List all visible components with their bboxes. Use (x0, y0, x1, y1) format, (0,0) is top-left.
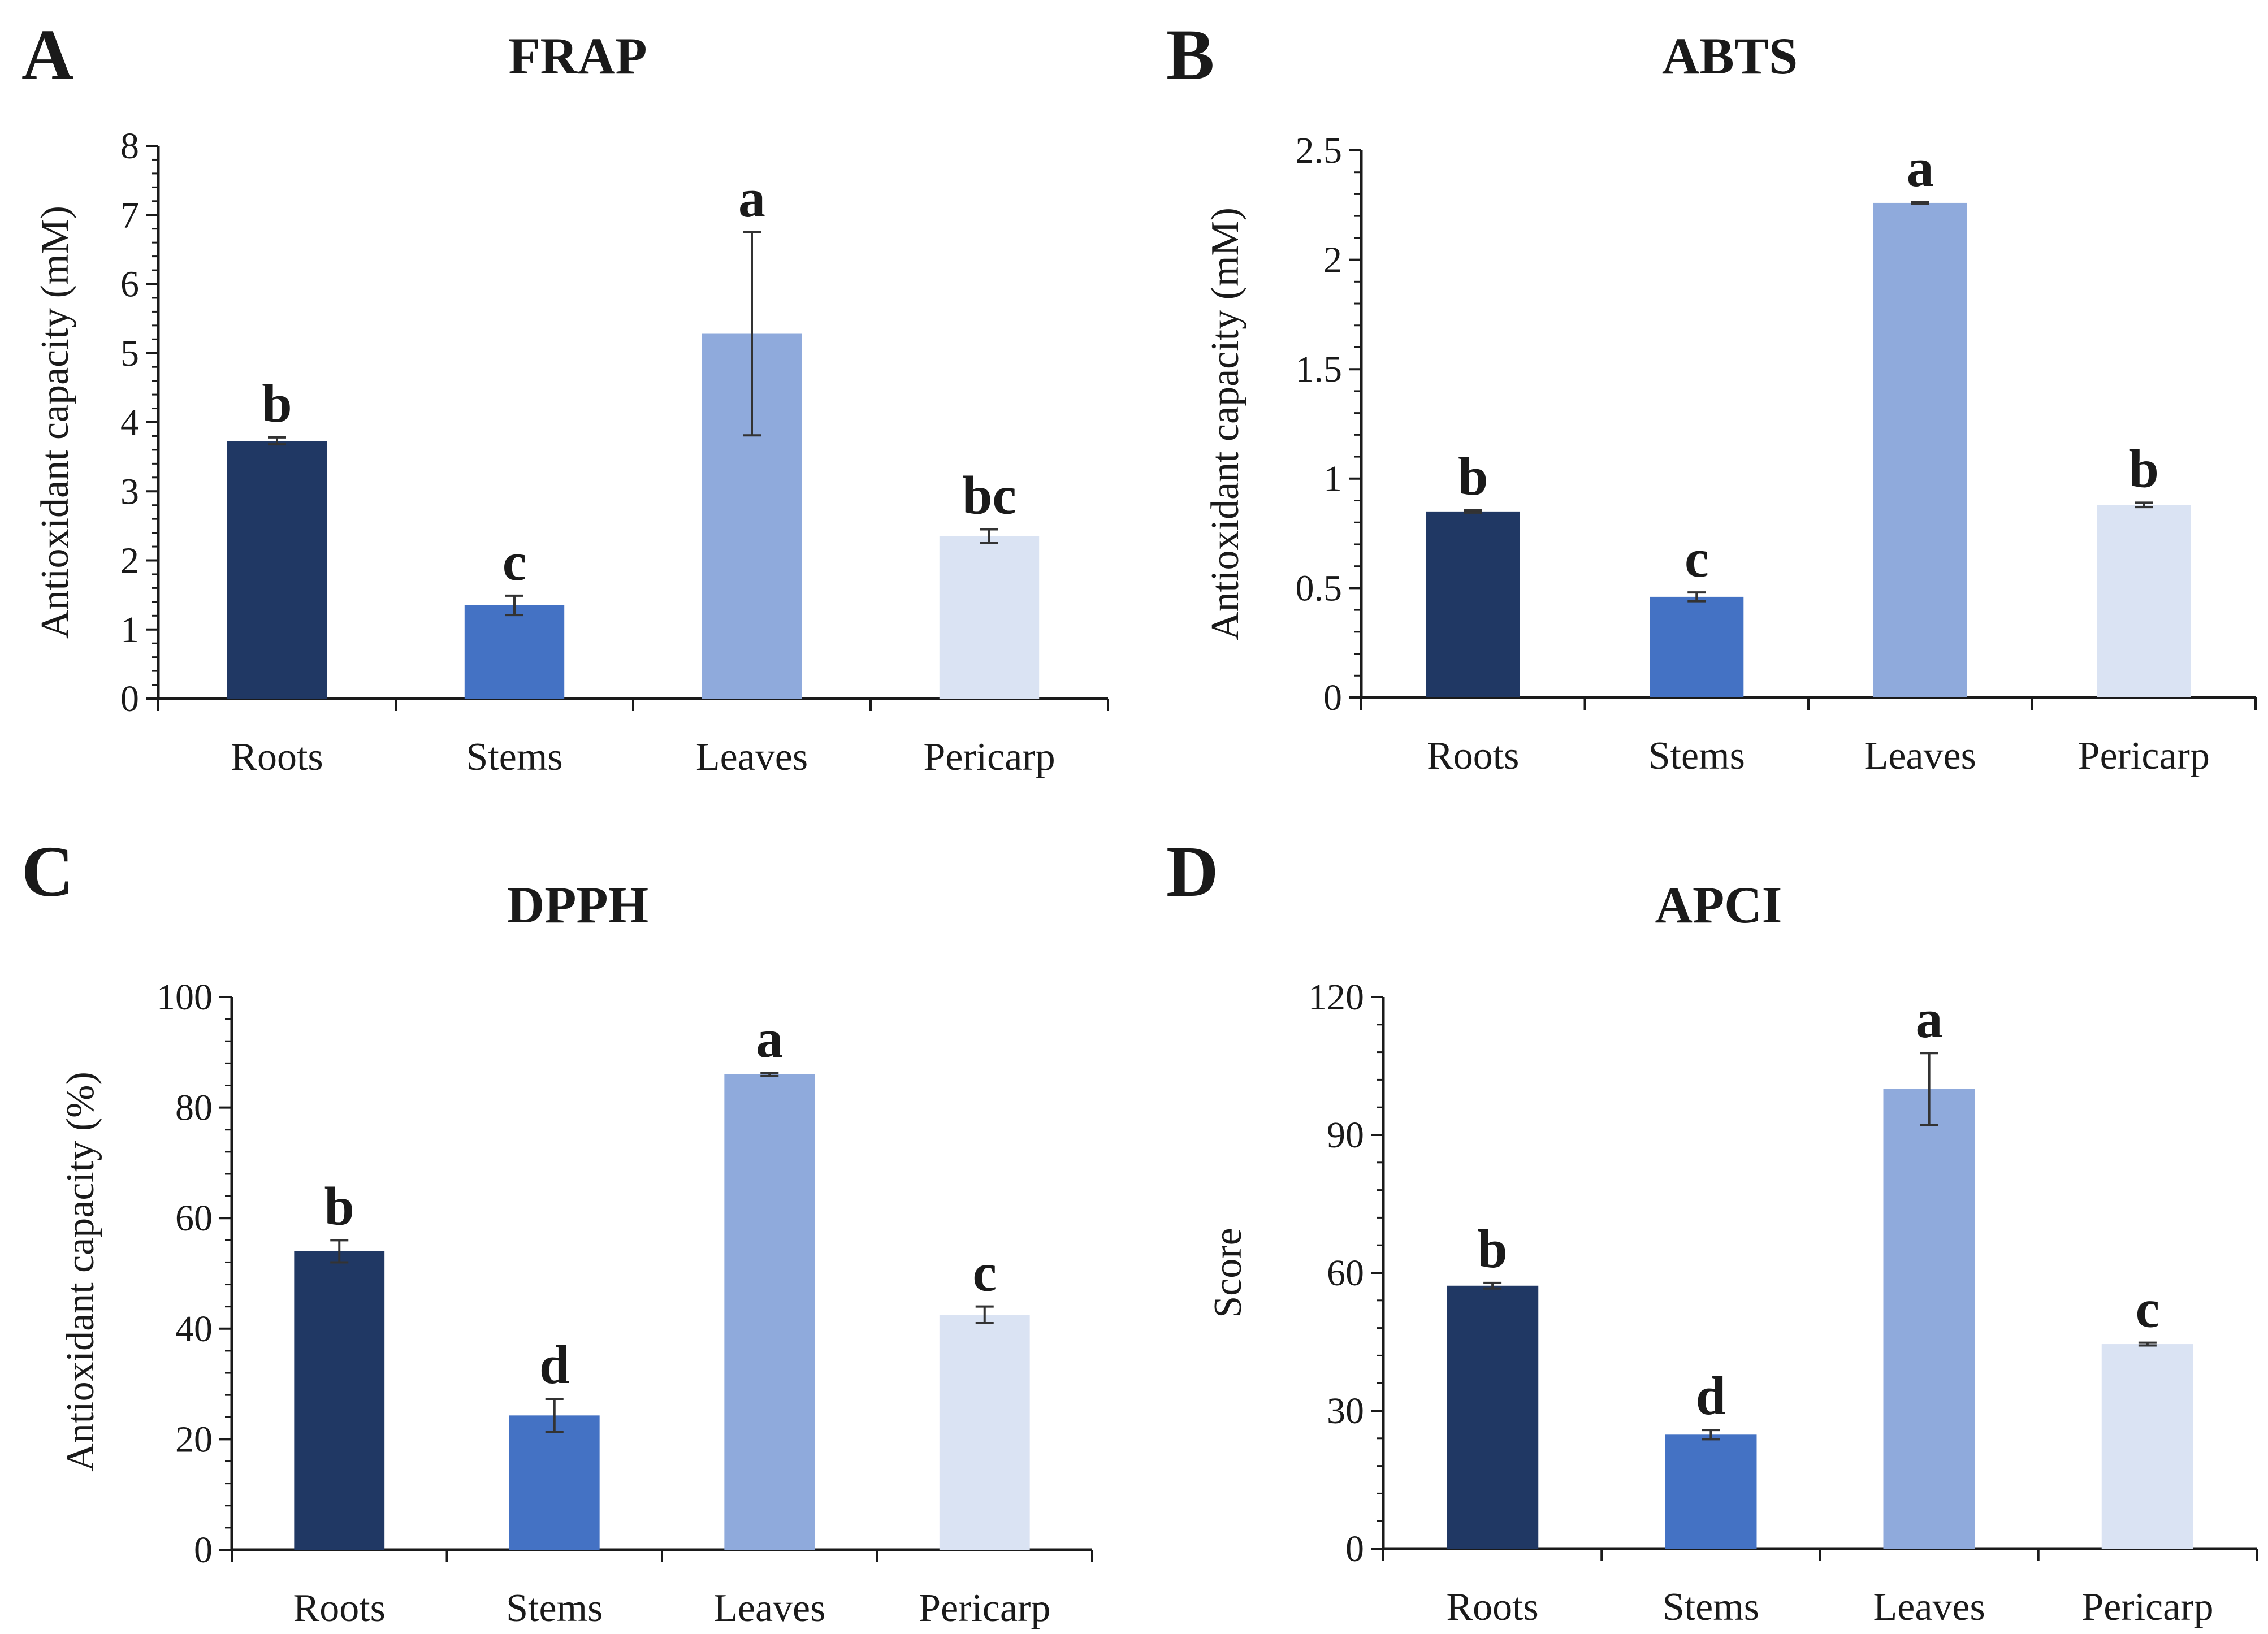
bar-leaves (1883, 1089, 1975, 1549)
y-tick-label: 40 (175, 1308, 213, 1350)
bar-roots (1426, 511, 1520, 697)
y-tick-label: 4 (120, 402, 139, 443)
x-tick-label: Stems (466, 735, 562, 779)
bar-stems (509, 1415, 600, 1550)
panel-letter: A (21, 15, 73, 95)
x-tick-label: Roots (231, 735, 323, 779)
bar-leaves (724, 1074, 815, 1550)
significance-label: d (539, 1334, 569, 1395)
x-tick-label: Pericarp (2078, 734, 2210, 778)
significance-label: c (972, 1242, 997, 1303)
x-tick-label: Pericarp (919, 1587, 1050, 1630)
y-tick-label: 0.5 (1296, 567, 1343, 609)
y-tick-label: 3 (120, 471, 139, 512)
y-axis-title: Antioxidant capacity (mM) (33, 206, 77, 639)
y-tick-label: 2 (120, 540, 139, 582)
bar-stems (1665, 1434, 1757, 1549)
y-tick-label: 20 (175, 1419, 213, 1460)
y-tick-label: 1 (120, 609, 139, 651)
y-tick-label: 0 (194, 1529, 213, 1571)
y-tick-label: 30 (1327, 1390, 1364, 1432)
y-tick-label: 60 (175, 1198, 213, 1239)
panel-letter: D (1166, 831, 1218, 912)
bar-roots (1447, 1285, 1539, 1549)
y-tick-label: 80 (175, 1087, 213, 1129)
panel-c: C DPPH 0 20 40 60 80 100 Roots Stems Leaves Pericar… (21, 831, 1093, 1630)
y-axis-title: Antioxidant capacity (%) (59, 1072, 102, 1472)
x-tick-label: Stems (1663, 1585, 1759, 1629)
y-tick-label: 90 (1327, 1115, 1364, 1156)
chart-title: DPPH (507, 876, 648, 934)
y-tick-label: 2 (1323, 240, 1342, 281)
chart-title: APCI (1655, 876, 1782, 934)
significance-label: a (738, 168, 765, 228)
significance-label: c (2136, 1278, 2160, 1339)
significance-label: b (1458, 446, 1488, 506)
y-tick-label: 2.5 (1296, 130, 1343, 171)
significance-label: bc (962, 465, 1016, 525)
bar-pericarp (939, 536, 1040, 699)
y-tick-label: 60 (1327, 1252, 1364, 1294)
significance-label: d (1696, 1366, 1726, 1426)
panel-b: B ABTS 0 0.5 1 1.5 2 2.5 Roots Stems Leaves Pericar… (1166, 15, 2257, 778)
bar-stems (1650, 596, 1744, 697)
significance-label: b (262, 373, 292, 434)
bar-pericarp (939, 1315, 1030, 1550)
x-tick-label: Pericarp (2081, 1585, 2213, 1629)
bar-leaves (1873, 202, 1967, 698)
bar-stems (464, 605, 565, 699)
y-tick-label: 1.5 (1296, 349, 1343, 390)
significance-label: a (1916, 989, 1943, 1049)
chart-title: ABTS (1662, 27, 1798, 85)
bar-roots (294, 1251, 385, 1550)
y-tick-label: 7 (120, 194, 139, 236)
x-tick-label: Pericarp (923, 735, 1055, 779)
y-tick-label: 120 (1308, 977, 1364, 1018)
significance-label: b (1477, 1219, 1507, 1279)
y-tick-label: 5 (120, 333, 139, 374)
y-tick-label: 0 (1323, 677, 1342, 718)
significance-label: b (324, 1176, 354, 1236)
y-tick-label: 6 (120, 264, 139, 305)
x-tick-label: Leaves (713, 1587, 825, 1630)
y-axis-title: Antioxidant capacity (mM) (1204, 207, 1247, 640)
x-tick-label: Roots (1446, 1585, 1538, 1629)
significance-label: a (1907, 137, 1934, 198)
bar-roots (227, 441, 327, 699)
y-axis-title: Score (1206, 1228, 1250, 1317)
y-tick-label: 100 (157, 977, 213, 1018)
y-tick-label: 1 (1323, 458, 1342, 500)
x-tick-label: Leaves (1864, 734, 1976, 778)
y-tick-label: 0 (120, 678, 139, 720)
panel-letter: B (1166, 15, 1214, 95)
bar-pericarp (2097, 505, 2191, 697)
x-tick-label: Leaves (1873, 1585, 1985, 1629)
significance-label: a (756, 1008, 783, 1069)
x-tick-label: Roots (293, 1587, 386, 1630)
x-tick-label: Roots (1427, 734, 1519, 778)
chart-title: FRAP (508, 27, 647, 85)
y-tick-label: 8 (120, 125, 139, 167)
x-tick-label: Leaves (696, 735, 808, 779)
y-tick-label: 0 (1345, 1528, 1364, 1570)
x-tick-label: Stems (1648, 734, 1745, 778)
panel-a: A FRAP 0 1 2 3 4 5 6 7 8 Roots Stems Leaves Pericarp An… (21, 15, 1109, 779)
panel-letter: C (21, 831, 73, 912)
x-tick-label: Stems (506, 1587, 603, 1630)
panel-d: D APCI 0 30 60 90 120 Roots Stems Leaves Pericarp S… (1166, 831, 2258, 1629)
significance-label: b (2129, 438, 2159, 499)
bar-pericarp (2101, 1344, 2193, 1549)
significance-label: c (503, 531, 527, 592)
significance-label: c (1685, 528, 1709, 588)
